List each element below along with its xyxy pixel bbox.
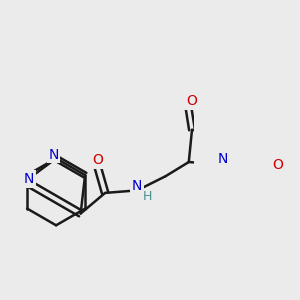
Text: N: N	[132, 179, 142, 194]
Text: N: N	[218, 152, 228, 166]
Text: N: N	[24, 172, 34, 186]
Text: H: H	[142, 190, 152, 203]
Text: N: N	[48, 148, 59, 161]
Text: O: O	[186, 94, 197, 108]
Text: O: O	[272, 158, 283, 172]
Text: O: O	[92, 153, 103, 167]
